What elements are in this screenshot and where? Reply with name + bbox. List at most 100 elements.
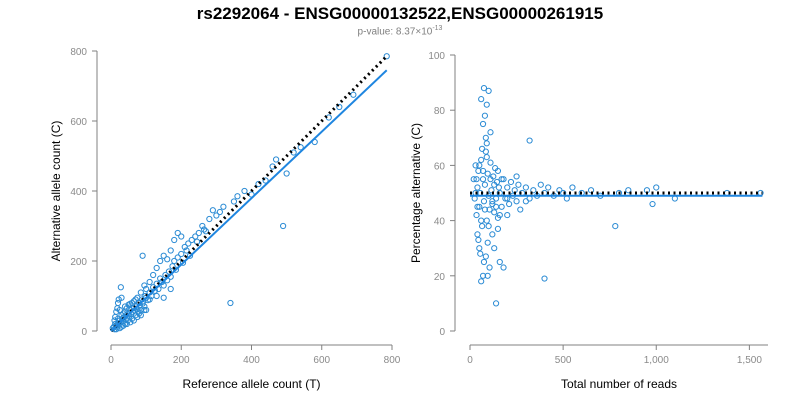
left-data-point — [117, 284, 124, 291]
right-data-point — [500, 176, 507, 183]
right-data-point — [474, 203, 481, 210]
right-data-point — [477, 250, 484, 257]
left-data-point — [220, 203, 227, 210]
chart-title: rs2292064 - ENSG00000132522,ENSG00000261… — [196, 4, 604, 23]
left-y-tick-label: 600 — [70, 117, 87, 128]
right-data-point — [537, 181, 544, 188]
right-data-point — [479, 120, 487, 128]
right-data-point — [476, 162, 483, 169]
right-data-point — [487, 159, 494, 166]
left-data-point — [272, 156, 280, 163]
left-data-point — [130, 317, 137, 324]
right-data-point — [649, 200, 656, 208]
left-data-point — [132, 296, 139, 303]
left-data-point — [165, 268, 173, 275]
left-y-tick-label: 200 — [70, 257, 87, 268]
right-data-point — [526, 137, 533, 144]
left-data-point — [123, 320, 130, 328]
right-x-tick-label: 0 — [467, 355, 473, 366]
left-data-point — [192, 233, 199, 240]
left-y-tick-label: 800 — [70, 47, 87, 58]
left-data-point — [120, 322, 127, 329]
p-value-exponent: -13 — [432, 25, 443, 32]
right-data-point — [504, 184, 511, 191]
left-data-point — [174, 254, 181, 261]
left-data-point — [153, 292, 160, 300]
right-data-point — [483, 140, 490, 147]
right-data-point — [480, 198, 488, 205]
left-data-point — [137, 312, 144, 319]
right-data-point — [517, 206, 524, 213]
left-x-tick-label: 400 — [243, 355, 260, 366]
right-data-point — [483, 101, 490, 108]
left-x-tick-label: 800 — [384, 355, 401, 366]
right-data-point — [478, 217, 485, 224]
right-data-point — [487, 129, 494, 136]
left-data-point — [121, 308, 129, 315]
right-data-point — [653, 184, 660, 191]
left-data-point — [123, 305, 130, 312]
right-data-point — [492, 203, 500, 210]
left-data-point — [255, 180, 262, 188]
right-data-point — [484, 170, 491, 177]
right-data-point — [481, 112, 488, 119]
right-data-point — [480, 258, 488, 266]
right-data-point — [484, 239, 491, 246]
right-data-point — [489, 198, 496, 205]
right-data-point — [485, 223, 492, 230]
left-data-point — [141, 282, 148, 289]
right-data-point — [625, 187, 632, 194]
right-data-point — [515, 181, 522, 188]
left-data-point — [114, 305, 121, 312]
left-data-point — [262, 177, 269, 184]
left-data-point — [157, 257, 164, 265]
left-data-point — [383, 53, 390, 60]
right-data-point — [472, 162, 479, 169]
left-data-point — [141, 306, 148, 314]
right-data-point — [541, 275, 548, 282]
left-data-point — [160, 252, 167, 259]
right-data-point — [479, 223, 486, 230]
right-data-point — [545, 184, 552, 191]
left-data-point — [160, 282, 167, 289]
right-data-point — [479, 145, 486, 152]
left-data-point — [213, 212, 220, 219]
left-data-point — [202, 228, 209, 235]
right-data-point — [513, 173, 520, 180]
left-data-point — [167, 285, 174, 293]
right-x-tick-label: 1,000 — [644, 355, 669, 366]
left-data-point — [139, 252, 146, 259]
left-data-point — [162, 271, 169, 279]
right-data-point — [473, 211, 480, 219]
right-data-point — [478, 156, 485, 163]
left-data-point — [111, 317, 118, 324]
left-data-point — [206, 215, 213, 223]
left-data-point — [174, 229, 181, 237]
left-data-point — [178, 250, 185, 258]
right-y-tick-label: 80 — [434, 106, 446, 117]
right-data-point — [486, 206, 493, 213]
chart-subtitle: p-value: 8.37×10-13 — [0, 25, 800, 37]
right-data-point — [479, 272, 487, 279]
right-data-point — [478, 96, 485, 103]
left-data-point — [136, 310, 143, 317]
right-y-tick-label: 0 — [439, 327, 445, 338]
right-x-axis-label: Total number of reads — [561, 377, 677, 391]
left-data-point — [118, 312, 125, 319]
right-data-point — [479, 176, 487, 183]
left-data-point — [185, 240, 192, 247]
left-data-point — [283, 170, 290, 177]
left-data-point — [171, 257, 178, 265]
right-data-point — [474, 184, 481, 191]
left-data-point — [200, 226, 208, 233]
left-data-point — [167, 247, 174, 254]
left-data-point — [137, 289, 144, 296]
left-data-point — [134, 313, 141, 321]
right-data-point — [476, 245, 483, 252]
right-data-point — [569, 184, 576, 191]
right-data-point — [496, 258, 503, 266]
right-data-point — [612, 223, 619, 230]
left-data-point — [195, 229, 202, 237]
right-data-point — [484, 272, 491, 279]
